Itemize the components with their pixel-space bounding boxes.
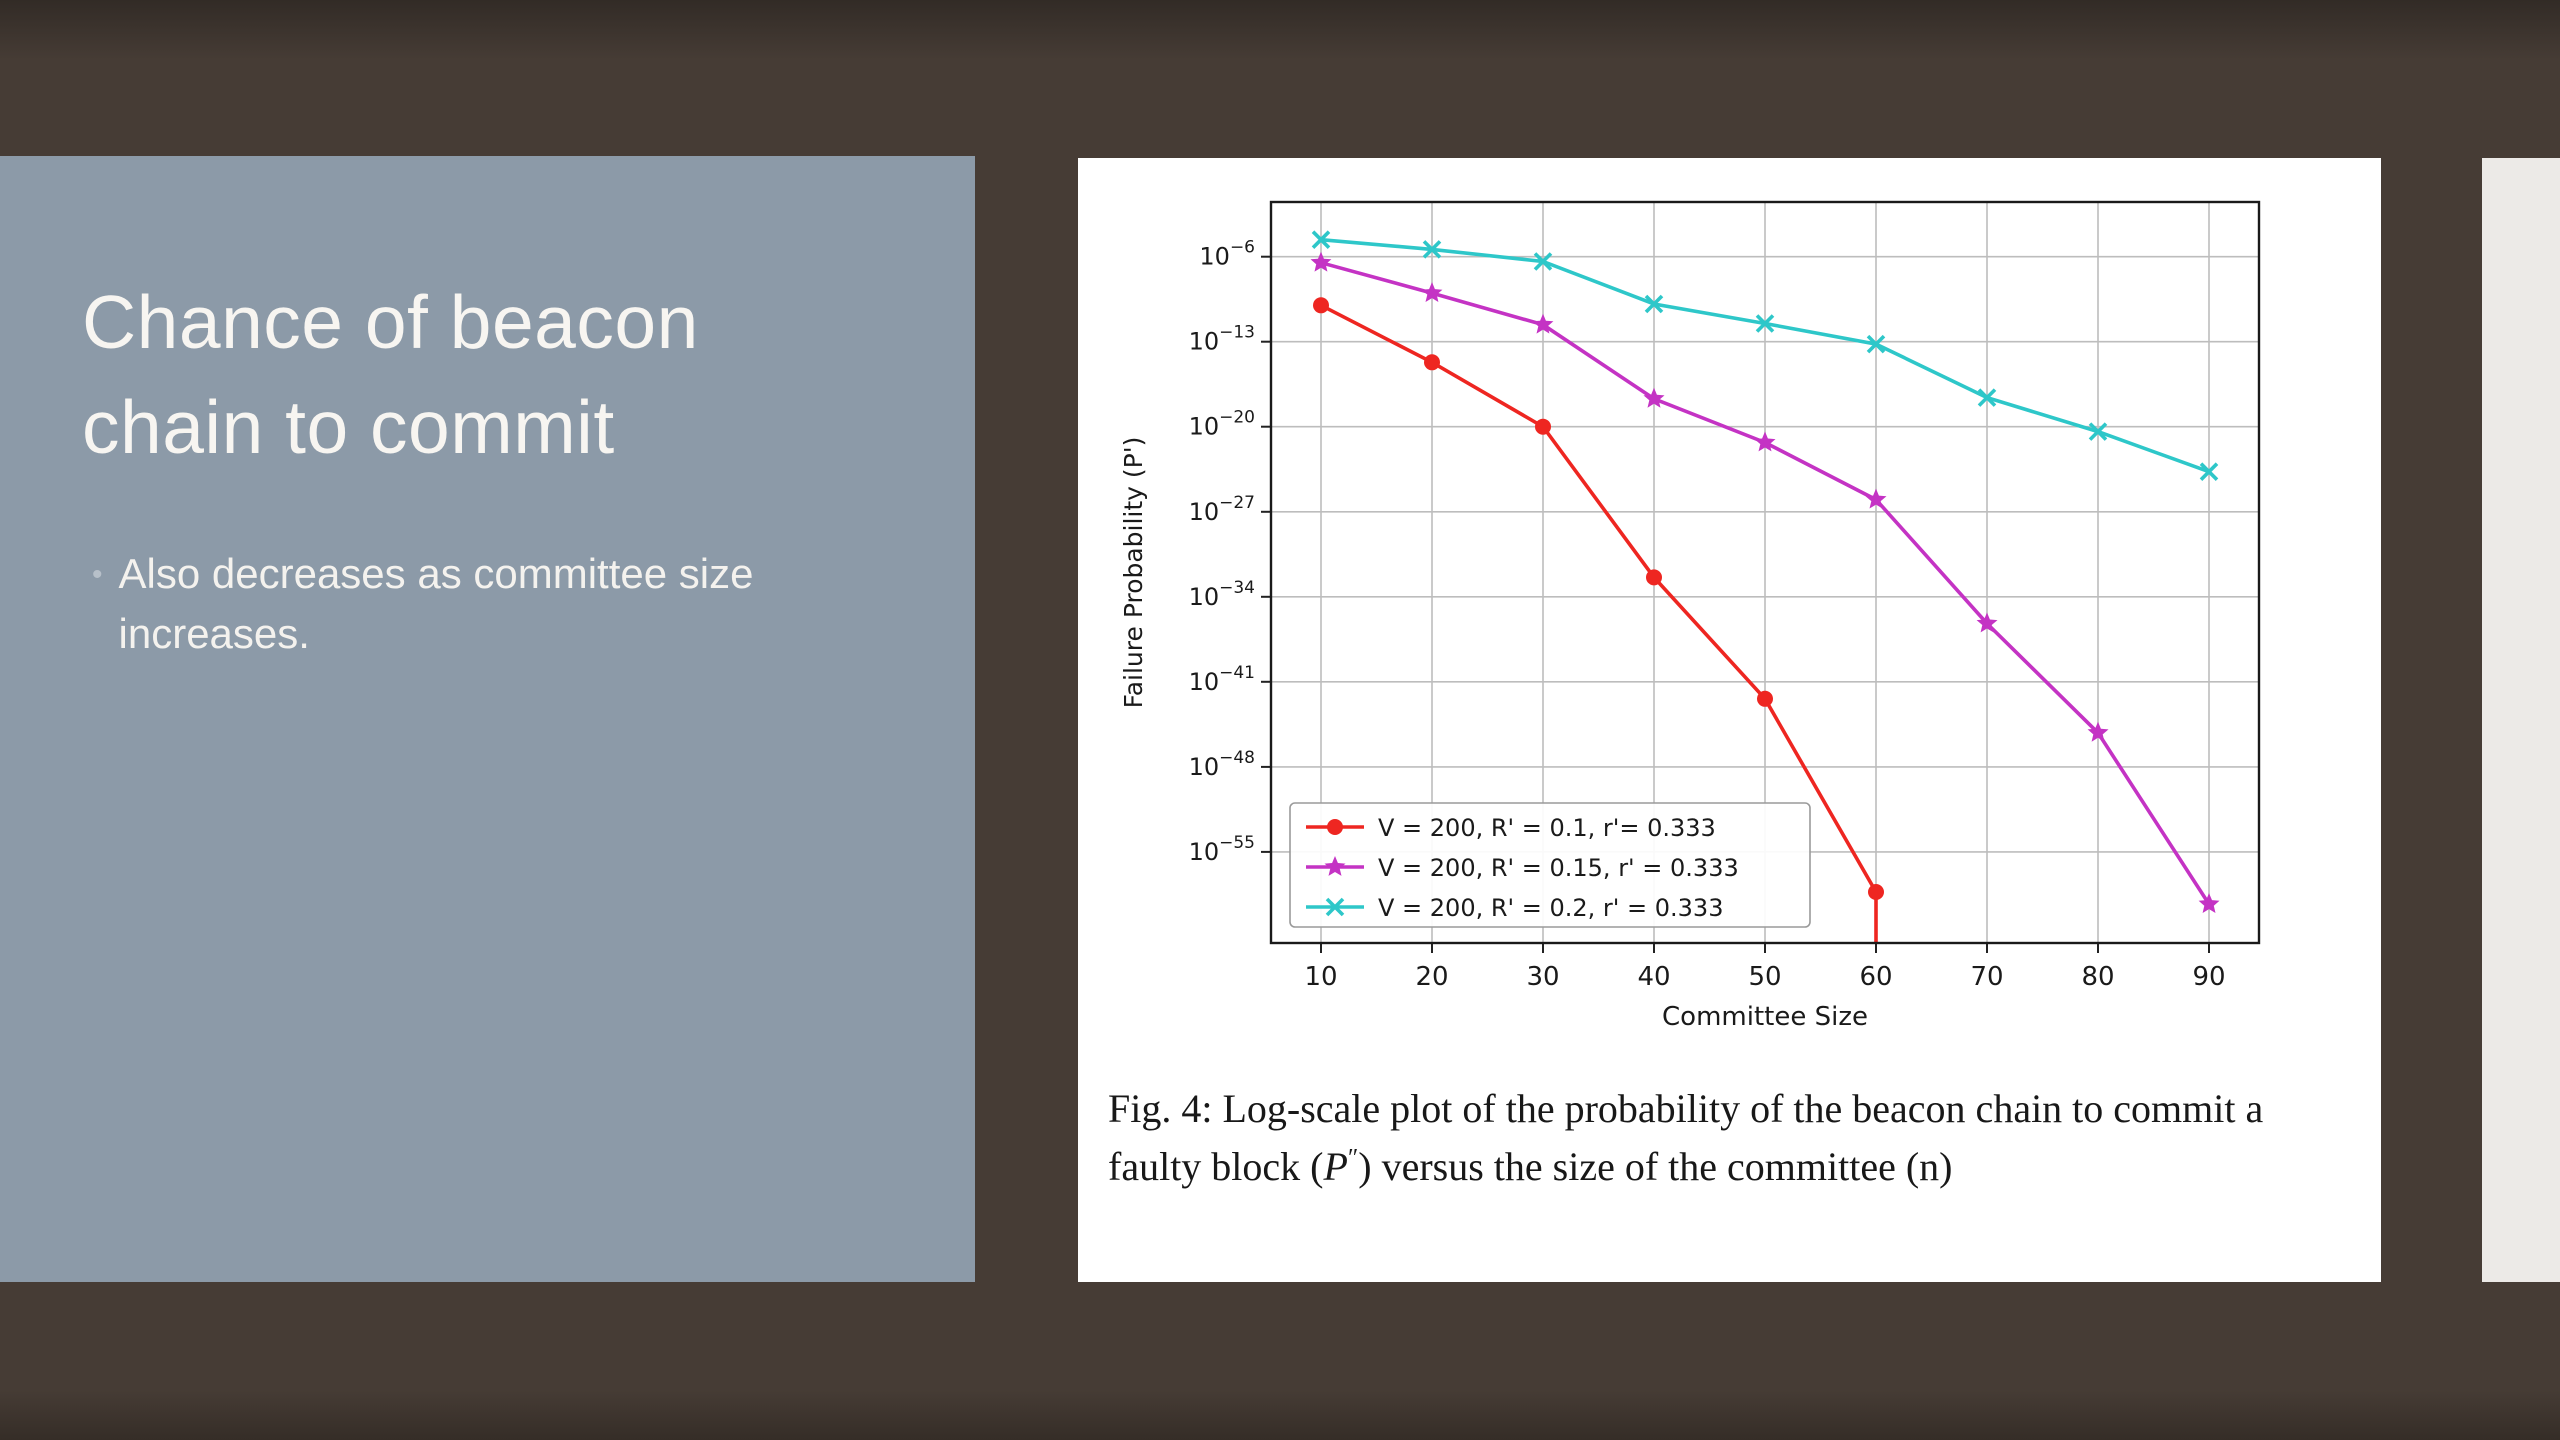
svg-text:20: 20 [1415,962,1448,992]
svg-text:50: 50 [1748,962,1781,992]
x-tick-labels: 10 20 30 40 50 60 70 80 90 [1304,962,2225,992]
svg-text:10: 10 [1304,962,1337,992]
legend-label-2: V = 200, R' = 0.2, r' = 0.333 [1378,894,1723,922]
title-line-2: chain to commit [82,385,615,469]
x-axis-label: Committee Size [1662,1002,1868,1032]
series-markers-2 [1311,230,2219,481]
svg-text:10−48: 10−48 [1189,748,1255,781]
svg-text:10−13: 10−13 [1189,323,1255,356]
adjacent-page-edge [2482,158,2560,1282]
series-markers-1 [1310,251,2220,913]
svg-text:10−34: 10−34 [1189,578,1255,611]
legend-label-1: V = 200, R' = 0.15, r' = 0.333 [1378,854,1739,882]
y-axis-label: Failure Probability (P') [1119,437,1148,709]
y-tick-labels: 10−6 10−13 10−20 10−27 10−34 10−41 10−48 10−55 [1189,238,1255,866]
svg-text:90: 90 [2192,962,2225,992]
bullet-text: Also decreases as committee size increas… [118,550,754,657]
svg-text:30: 30 [1526,962,1559,992]
svg-text:10−41: 10−41 [1189,663,1255,696]
svg-text:40: 40 [1637,962,1670,992]
series-markers-0 [1313,297,1884,900]
bullet-item: • Also decreases as committee size incre… [92,544,975,663]
svg-text:10−55: 10−55 [1189,833,1255,866]
svg-text:10−6: 10−6 [1199,238,1255,271]
caption-text-1: Fig. 4: Log-scale plot of the probabilit… [1108,1086,2264,1189]
axis-ticks [1261,255,2210,953]
plot-border [1269,200,2261,945]
bullet-icon: • [92,558,103,591]
caption-symbol: P [1323,1144,1348,1189]
title-line-1: Chance of beacon [82,280,699,364]
failure-probability-chart: 10 20 30 40 50 60 70 80 9010−610−1310−2010−2710−… [1119,200,2261,1032]
caption-text-2: ) versus the size of the committee (n) [1358,1144,1953,1189]
svg-text:60: 60 [1859,962,1892,992]
svg-text:10−27: 10−27 [1189,493,1255,526]
caption-symbol-sup: ″ [1347,1144,1359,1172]
series-group [1310,230,2220,943]
title-panel: Chance of beacon chain to commit • Also d… [0,156,975,1282]
svg-text:70: 70 [1970,962,2003,992]
legend: V = 200, R' = 0.1, r'= 0.333 V = 200, R' … [1289,802,1811,928]
svg-text:10−20: 10−20 [1189,408,1255,441]
figure-caption: Fig. 4: Log-scale plot of the probabilit… [1108,1080,2341,1196]
legend-label-0: V = 200, R' = 0.1, r'= 0.333 [1378,814,1716,842]
slide-title: Chance of beacon chain to commit [82,270,975,480]
svg-text:80: 80 [2081,962,2114,992]
figure-panel: 10 20 30 40 50 60 70 80 90 10−6 10−13 10−20 10−27 10−… [1078,158,2381,1282]
